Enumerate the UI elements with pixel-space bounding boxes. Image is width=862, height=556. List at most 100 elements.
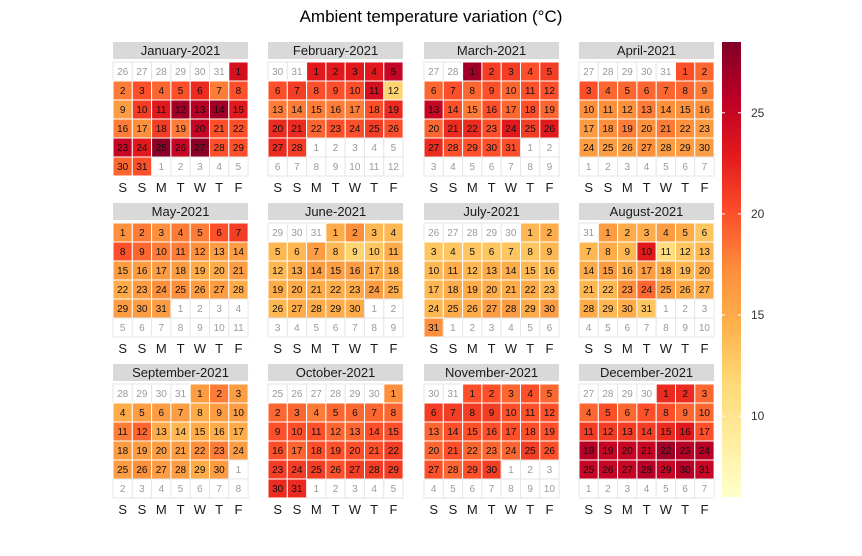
weekday-label: W [505,502,518,517]
day-number: 17 [291,446,303,457]
day-number: 24 [136,143,148,154]
day-cell: 8 [228,80,249,101]
day-cell: 13 [617,421,638,442]
day-number: 4 [605,86,611,97]
day-cell: 10 [151,241,172,262]
day-number: 13 [622,427,634,438]
day-cell: 14 [286,99,308,120]
day-cell: 28 [364,459,385,480]
day-cell: 25 [112,459,133,480]
weekday-label: T [681,502,689,517]
day-number: 9 [352,247,358,258]
day-cell: 28 [655,137,677,158]
day-number: 30 [156,389,168,400]
weekday-label: F [700,502,708,517]
day-number: 20 [272,124,284,135]
day-cell: 6 [151,402,172,423]
day-number: 6 [294,247,300,258]
day-cell: 27 [286,298,308,319]
day-number: 14 [447,105,459,116]
day-number: 4 [236,304,242,315]
day-number: 3 [371,228,377,239]
day-cell: 1 [597,222,619,243]
day-cell: 16 [325,99,346,120]
day-cell: 24 [578,137,599,158]
day-cell: 1 [675,61,696,82]
day-number: 3 [139,86,145,97]
day-cell: 26 [170,137,191,158]
padding-day-cell: 30 [151,383,172,404]
day-number: 8 [236,86,242,97]
day-number: 6 [469,484,475,495]
day-number: 22 [660,446,672,457]
day-number: 7 [371,408,377,419]
day-cell: 29 [325,298,346,319]
day-number: 27 [311,389,323,400]
day-cell: 14 [500,260,522,281]
day-cell: 8 [325,241,346,262]
padding-day-cell: 11 [228,317,249,338]
day-number: 30 [291,228,303,239]
padding-day-cell: 27 [131,61,153,82]
day-number: 23 [214,446,226,457]
day-cell: 28 [500,298,522,319]
weekday-label: S [584,180,593,195]
day-number: 31 [583,228,595,239]
day-number: 1 [586,484,592,495]
day-cell: 2 [267,402,288,423]
day-cell: 25 [655,279,677,300]
day-number: 19 [388,105,400,116]
day-cell: 21 [500,279,522,300]
weekday-label: S [138,341,147,356]
day-cell: 29 [112,298,133,319]
weekday-label: S [138,180,147,195]
day-number: 10 [156,247,168,258]
day-cell: 22 [520,279,541,300]
day-number: 6 [352,408,358,419]
day-cell: 6 [636,80,657,101]
day-number: 8 [469,408,475,419]
day-number: 29 [660,465,672,476]
weekday-label: T [643,341,651,356]
day-number: 14 [583,266,595,277]
day-cell: 18 [520,99,541,120]
day-number: 9 [333,86,339,97]
day-cell: 15 [112,260,133,281]
day-number: 19 [467,285,479,296]
day-cell: 19 [597,440,619,461]
day-cell: 27 [209,279,230,300]
day-cell: 11 [170,241,191,262]
day-number: 1 [236,465,242,476]
day-number: 27 [447,228,459,239]
weekday-label: S [449,180,458,195]
day-number: 4 [527,389,533,400]
day-cell: 26 [539,440,560,461]
day-cell: 28 [578,298,599,319]
day-number: 3 [702,304,708,315]
day-number: 3 [352,143,358,154]
day-number: 2 [333,67,339,78]
day-cell: 7 [170,402,191,423]
day-cell: 8 [597,241,619,262]
day-cell: 17 [578,118,599,139]
day-cell: 9 [267,421,288,442]
day-number: 25 [447,304,459,315]
day-cell: 19 [189,260,210,281]
day-number: 29 [349,389,361,400]
day-number: 22 [311,124,323,135]
day-number: 25 [311,465,323,476]
day-number: 4 [450,162,456,173]
weekday-label: T [215,502,223,517]
month-label: October-2021 [296,365,376,380]
day-number: 5 [197,228,203,239]
day-cell: 12 [383,80,404,101]
day-cell: 5 [170,80,191,101]
day-number: 23 [117,143,129,154]
day-number: 18 [311,446,323,457]
day-cell: 3 [423,241,444,262]
day-number: 7 [294,86,300,97]
day-cell: 24 [500,118,522,139]
day-number: 6 [547,323,553,334]
day-number: 11 [448,266,459,277]
